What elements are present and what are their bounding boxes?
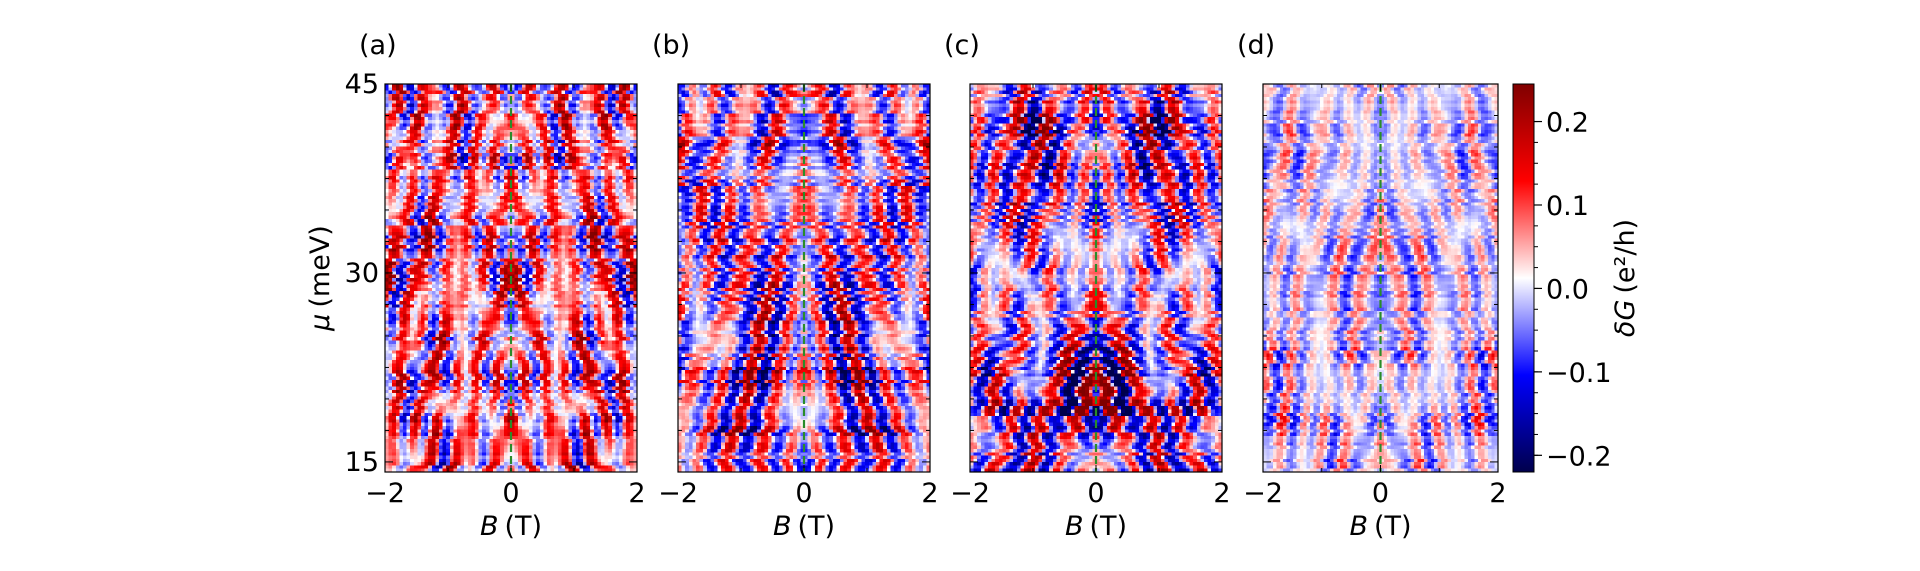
- x-tick-label: 0: [502, 478, 519, 509]
- panel-b: −2 0 2 B (T) (b): [652, 30, 939, 542]
- x-axis-unit: (T): [504, 511, 542, 542]
- y-tick-label: 30: [345, 258, 379, 289]
- y-axis-unit: (meV): [305, 225, 336, 307]
- x-tick-label: 0: [795, 478, 812, 509]
- y-tick-label: 45: [345, 69, 379, 100]
- colorbar-tick-label: −0.1: [1546, 358, 1612, 389]
- x-tick-label: −2: [658, 478, 698, 509]
- panel-label: (d): [1237, 30, 1275, 61]
- panel-label: (c): [944, 30, 980, 61]
- panel-a: −2 0 2 B (T) (a) 15 30 45 μ (meV): [305, 30, 646, 542]
- panel-label: (a): [359, 30, 397, 61]
- y-axis-symbol: μ: [305, 314, 336, 332]
- x-tick-label: 0: [1372, 478, 1389, 509]
- colorbar-label: δG (e²/h): [1610, 219, 1641, 337]
- colorbar-gradient: [1512, 83, 1535, 473]
- x-axis-label: B (T): [1065, 511, 1127, 542]
- colorbar-tick-label: −0.2: [1546, 441, 1612, 472]
- y-tick-label: 15: [345, 447, 379, 478]
- colorbar-unit: (e²/h): [1610, 219, 1641, 294]
- colorbar-tick-label: 0.2: [1546, 108, 1589, 139]
- x-tick-label: 2: [628, 478, 645, 509]
- x-axis-symbol: B: [480, 511, 499, 542]
- x-axis-label: B (T): [480, 511, 542, 542]
- panel-d: −2 0 2 B (T) (d): [1237, 30, 1507, 542]
- y-axis-label: μ (meV): [305, 225, 336, 332]
- x-axis-symbol: B: [773, 511, 792, 542]
- x-tick-label: 2: [921, 478, 938, 509]
- x-axis-unit: (T): [1089, 511, 1127, 542]
- x-axis-label: B (T): [1349, 511, 1411, 542]
- x-axis-unit: (T): [1374, 511, 1412, 542]
- x-tick-label: 2: [1213, 478, 1230, 509]
- x-axis-unit: (T): [797, 511, 835, 542]
- x-axis-label: B (T): [773, 511, 835, 542]
- x-axis-symbol: B: [1349, 511, 1368, 542]
- colorbar-symbol: δG: [1610, 300, 1641, 337]
- x-tick-label: 0: [1087, 478, 1104, 509]
- x-tick-label: −2: [950, 478, 990, 509]
- x-tick-label: 2: [1489, 478, 1506, 509]
- panel-label: (b): [652, 30, 690, 61]
- colorbar-tick-label: 0.1: [1546, 191, 1589, 222]
- x-axis-symbol: B: [1065, 511, 1084, 542]
- x-tick-label: −2: [365, 478, 405, 509]
- x-tick-label: −2: [1243, 478, 1283, 509]
- colorbar: 0.2 0.1 0.0 −0.1 −0.2 δG (e²/h): [1512, 83, 1641, 473]
- colorbar-tick-label: 0.0: [1546, 274, 1589, 305]
- panel-c: −2 0 2 B (T) (c): [944, 30, 1231, 542]
